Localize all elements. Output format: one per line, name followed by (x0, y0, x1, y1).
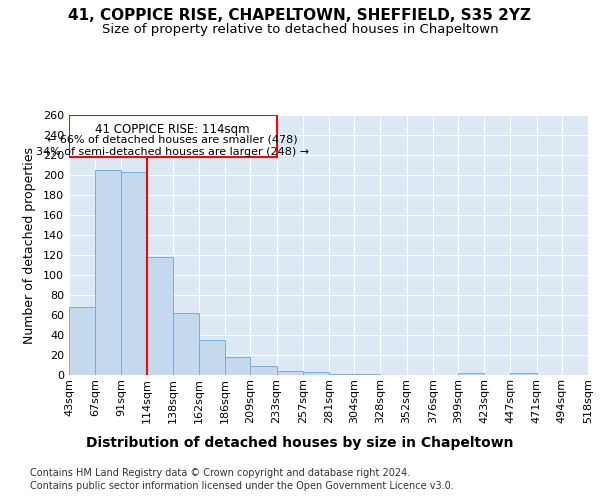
Text: Contains HM Land Registry data © Crown copyright and database right 2024.: Contains HM Land Registry data © Crown c… (30, 468, 410, 477)
Text: 41 COPPICE RISE: 114sqm: 41 COPPICE RISE: 114sqm (95, 123, 250, 136)
Text: Contains public sector information licensed under the Open Government Licence v3: Contains public sector information licen… (30, 481, 454, 491)
Bar (173, 313, 199, 375)
Bar (69, 307, 95, 375)
Text: 41, COPPICE RISE, CHAPELTOWN, SHEFFIELD, S35 2YZ: 41, COPPICE RISE, CHAPELTOWN, SHEFFIELD,… (68, 8, 532, 22)
Bar (121, 172, 146, 375)
Text: Size of property relative to detached houses in Chapeltown: Size of property relative to detached ho… (101, 22, 499, 36)
Bar (250, 366, 277, 375)
Y-axis label: Number of detached properties: Number of detached properties (23, 146, 36, 344)
Text: Distribution of detached houses by size in Chapeltown: Distribution of detached houses by size … (86, 436, 514, 450)
Bar (511, 373, 536, 375)
Bar (458, 373, 484, 375)
Bar (277, 371, 303, 375)
Bar (69, 115, 277, 157)
Text: 34% of semi-detached houses are larger (248) →: 34% of semi-detached houses are larger (… (36, 147, 310, 157)
Bar (354, 374, 380, 375)
Text: ← 66% of detached houses are smaller (478): ← 66% of detached houses are smaller (47… (47, 135, 298, 145)
Bar (199, 340, 225, 375)
Bar (329, 374, 354, 375)
Bar (225, 357, 250, 375)
Bar (303, 372, 329, 375)
Bar (95, 170, 121, 375)
Bar (146, 257, 173, 375)
